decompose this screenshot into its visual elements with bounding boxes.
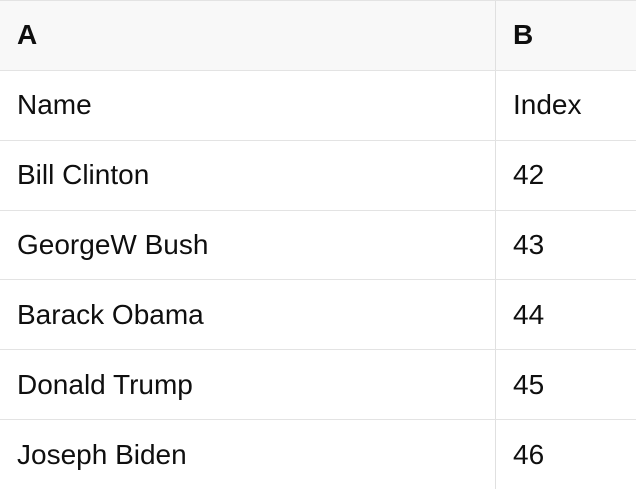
table-row: Joseph Biden 46 [0, 420, 636, 489]
index-cell: 42 [513, 159, 545, 191]
name-cell: Bill Clinton [0, 140, 496, 210]
name-cell: Barack Obama [0, 280, 496, 350]
name-cell: Donald Trump [0, 350, 496, 420]
table-row: Barack Obama 44 [0, 280, 636, 351]
name-cell: Joseph Biden [0, 420, 496, 489]
index-cell: 46 [513, 438, 545, 470]
table-row: Donald Trump 45 [0, 350, 636, 421]
name-cell: Name [0, 70, 496, 140]
column-header-b: B [513, 19, 534, 51]
index-cell: 44 [513, 298, 545, 330]
table-header-row: A B [0, 1, 636, 71]
column-header-a: A [0, 1, 496, 70]
index-cell: 45 [513, 368, 545, 400]
name-cell: GeorgeW Bush [0, 210, 496, 280]
index-cell: Index [513, 89, 582, 121]
table-row: Name Index [0, 70, 636, 141]
index-cell: 43 [513, 229, 545, 260]
table-row: GeorgeW Bush 43 [0, 210, 636, 281]
table-row: Bill Clinton 42 [0, 140, 636, 211]
